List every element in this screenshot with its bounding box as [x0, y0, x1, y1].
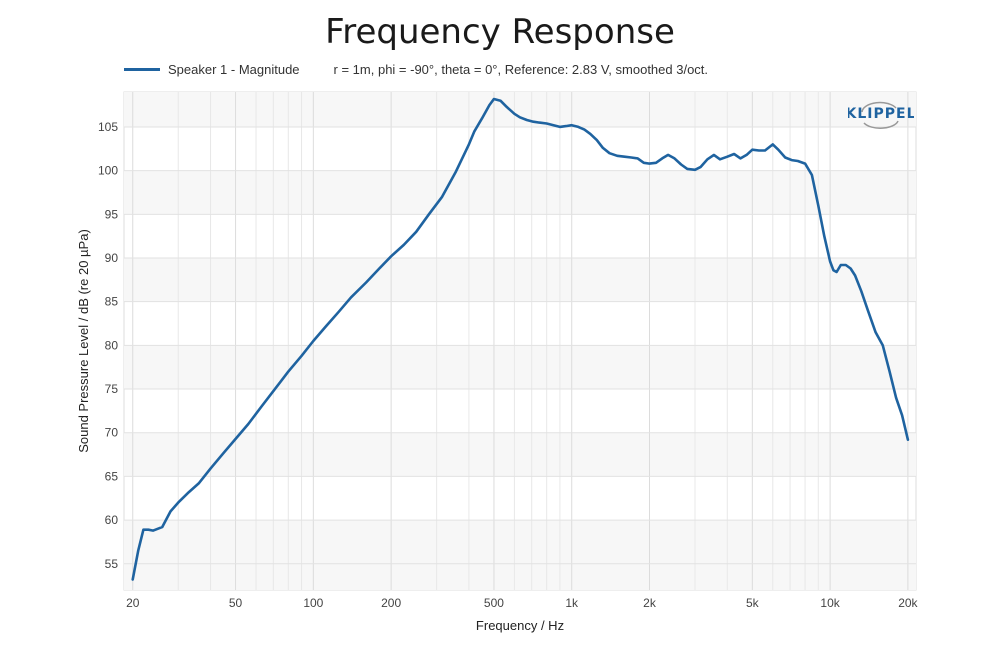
- chart-title: Frequency Response: [325, 12, 675, 52]
- grid-band: [124, 563, 916, 590]
- grid-band: [124, 170, 916, 215]
- x-tick-label: 20k: [898, 596, 918, 610]
- plot-background: [123, 91, 917, 591]
- grid-band: [124, 345, 916, 390]
- x-tick-label: 5k: [746, 596, 760, 610]
- x-axis-title: Frequency / Hz: [476, 618, 564, 633]
- y-tick-label: 70: [105, 426, 119, 440]
- series-line-speaker-1: [131, 97, 910, 581]
- y-tick-label: 105: [98, 120, 118, 134]
- y-tick-label: 55: [105, 557, 119, 571]
- x-tick-label: 500: [484, 596, 504, 610]
- grid: [124, 92, 916, 590]
- y-tick-label: 90: [105, 251, 119, 265]
- y-axis-title: Sound Pressure Level / dB (re 20 µPa): [76, 229, 91, 453]
- y-tick-label: 85: [105, 295, 119, 309]
- y-tick-labels: 55 60 65 70 75 80 85 90 95 100 105: [98, 120, 118, 571]
- y-tick-label: 60: [105, 513, 119, 527]
- x-tick-label: 200: [381, 596, 401, 610]
- legend-swatch: [124, 68, 160, 71]
- x-tick-label: 1k: [565, 596, 579, 610]
- klippel-logo-text: KLIPPEL: [848, 106, 914, 122]
- y-tick-label: 65: [105, 469, 119, 483]
- grid-band: [124, 258, 916, 302]
- x-tick-label: 50: [229, 596, 243, 610]
- y-tick-label: 95: [105, 207, 119, 221]
- klippel-logo: KLIPPEL: [848, 101, 914, 129]
- x-tick-labels: 20 50 100 200 500 1k 2k 5k 10k 20k: [126, 596, 918, 610]
- y-tick-label: 80: [105, 338, 119, 352]
- grid-band: [124, 432, 916, 477]
- x-tick-label: 20: [126, 596, 140, 610]
- y-tick-label: 100: [98, 164, 118, 178]
- grid-band: [124, 520, 916, 564]
- x-tick-label: 2k: [643, 596, 657, 610]
- x-tick-label: 100: [303, 596, 323, 610]
- legend-note: r = 1m, phi = -90°, theta = 0°, Referenc…: [333, 62, 709, 77]
- legend-series-name[interactable]: Speaker 1 - Magnitude: [168, 62, 300, 77]
- legend: Speaker 1 - Magnitude r = 1m, phi = -90°…: [124, 62, 708, 77]
- grid-band: [124, 92, 916, 127]
- y-tick-label: 75: [105, 382, 119, 396]
- x-tick-label: 10k: [820, 596, 840, 610]
